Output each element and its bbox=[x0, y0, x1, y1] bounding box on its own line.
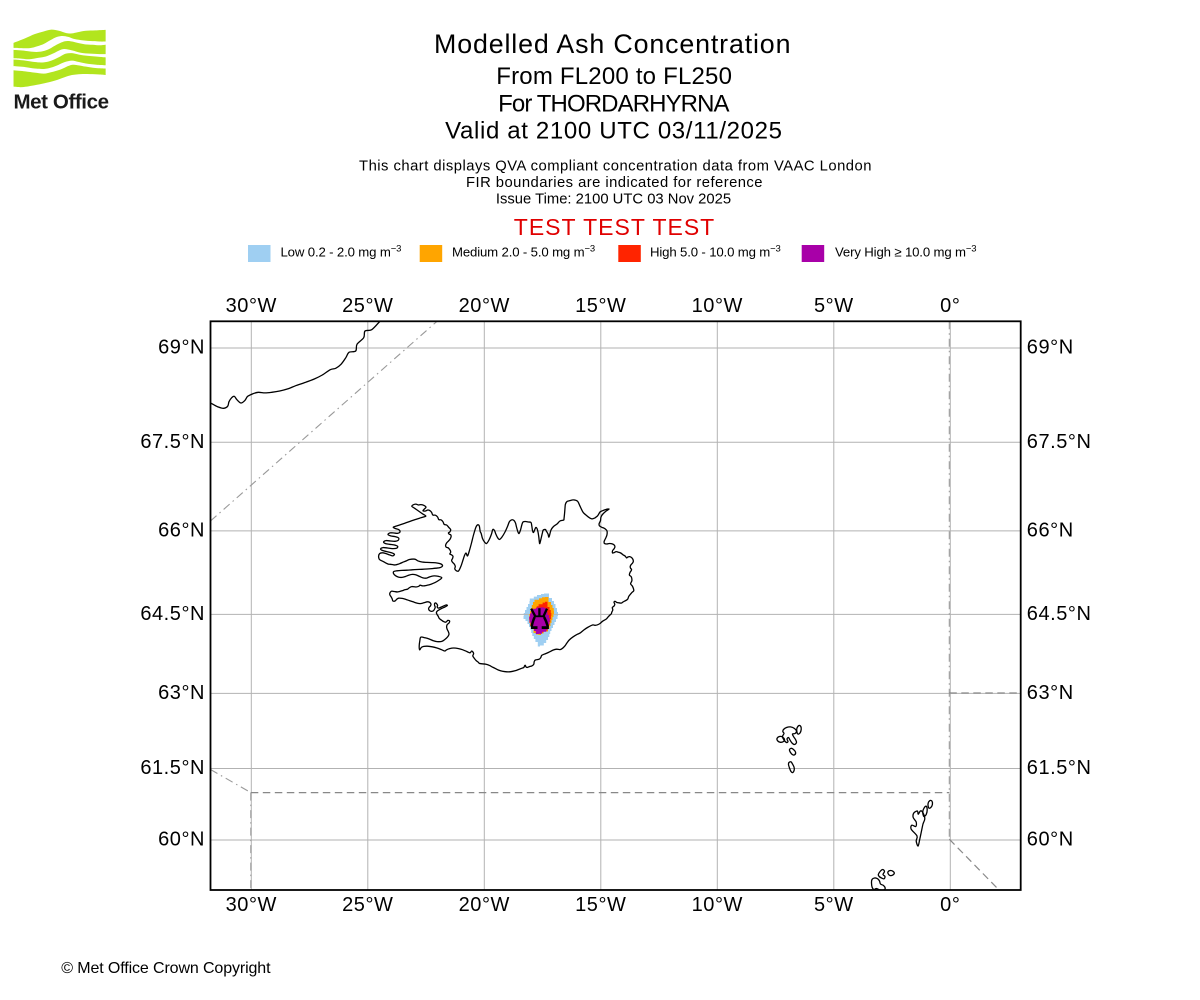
svg-text:66°N: 66°N bbox=[1027, 519, 1074, 541]
svg-text:67.5°N: 67.5°N bbox=[140, 431, 205, 453]
svg-text:Issue Time: 2100 UTC 03 Nov 20: Issue Time: 2100 UTC 03 Nov 2025 bbox=[496, 192, 731, 208]
svg-text:Met Office: Met Office bbox=[14, 91, 109, 114]
svg-text:10°W: 10°W bbox=[692, 295, 743, 317]
svg-text:0°: 0° bbox=[940, 894, 960, 916]
svg-text:Modelled Ash Concentration: Modelled Ash Concentration bbox=[434, 29, 791, 59]
svg-text:69°N: 69°N bbox=[158, 337, 205, 359]
svg-text:30°W: 30°W bbox=[226, 295, 277, 317]
svg-text:67.5°N: 67.5°N bbox=[1027, 431, 1092, 453]
svg-text:60°N: 60°N bbox=[1027, 829, 1074, 851]
svg-text:5°W: 5°W bbox=[814, 295, 854, 317]
svg-text:61.5°N: 61.5°N bbox=[1027, 757, 1092, 779]
svg-text:Medium 2.0 - 5.0 mg m−3: Medium 2.0 - 5.0 mg m−3 bbox=[452, 244, 595, 260]
svg-text:High 5.0 - 10.0 mg m−3: High 5.0 - 10.0 mg m−3 bbox=[650, 244, 781, 260]
svg-text:25°W: 25°W bbox=[342, 295, 393, 317]
svg-text:64.5°N: 64.5°N bbox=[140, 603, 205, 625]
svg-text:15°W: 15°W bbox=[575, 894, 626, 916]
svg-text:20°W: 20°W bbox=[459, 295, 510, 317]
svg-text:5°W: 5°W bbox=[814, 894, 854, 916]
svg-text:69°N: 69°N bbox=[1027, 337, 1074, 359]
svg-text:0°: 0° bbox=[940, 295, 960, 317]
svg-text:20°W: 20°W bbox=[459, 894, 510, 916]
svg-text:Very High ≥ 10.0 mg m−3: Very High ≥ 10.0 mg m−3 bbox=[835, 244, 976, 260]
svg-text:30°W: 30°W bbox=[226, 894, 277, 916]
svg-text:Valid at 2100 UTC 03/11/2025: Valid at 2100 UTC 03/11/2025 bbox=[445, 118, 783, 145]
svg-text:66°N: 66°N bbox=[158, 519, 205, 541]
svg-text:Low 0.2 - 2.0 mg m−3: Low 0.2 - 2.0 mg m−3 bbox=[281, 244, 402, 260]
svg-text:63°N: 63°N bbox=[1027, 682, 1074, 704]
svg-text:64.5°N: 64.5°N bbox=[1027, 603, 1092, 625]
svg-text:15°W: 15°W bbox=[575, 295, 626, 317]
svg-text:63°N: 63°N bbox=[158, 682, 205, 704]
svg-text:FIR boundaries are indicated f: FIR boundaries are indicated for referen… bbox=[466, 175, 763, 191]
svg-text:© Met Office Crown Copyright: © Met Office Crown Copyright bbox=[61, 960, 271, 977]
svg-text:From FL200 to FL250: From FL200 to FL250 bbox=[496, 63, 732, 90]
svg-text:For THORDARHYRNA: For THORDARHYRNA bbox=[498, 90, 729, 117]
svg-text:60°N: 60°N bbox=[158, 829, 205, 851]
svg-text:This chart displays QVA compli: This chart displays QVA compliant concen… bbox=[359, 159, 872, 175]
svg-text:10°W: 10°W bbox=[692, 894, 743, 916]
svg-text:25°W: 25°W bbox=[342, 894, 393, 916]
svg-text:TEST TEST TEST: TEST TEST TEST bbox=[514, 214, 715, 240]
svg-text:61.5°N: 61.5°N bbox=[140, 757, 205, 779]
